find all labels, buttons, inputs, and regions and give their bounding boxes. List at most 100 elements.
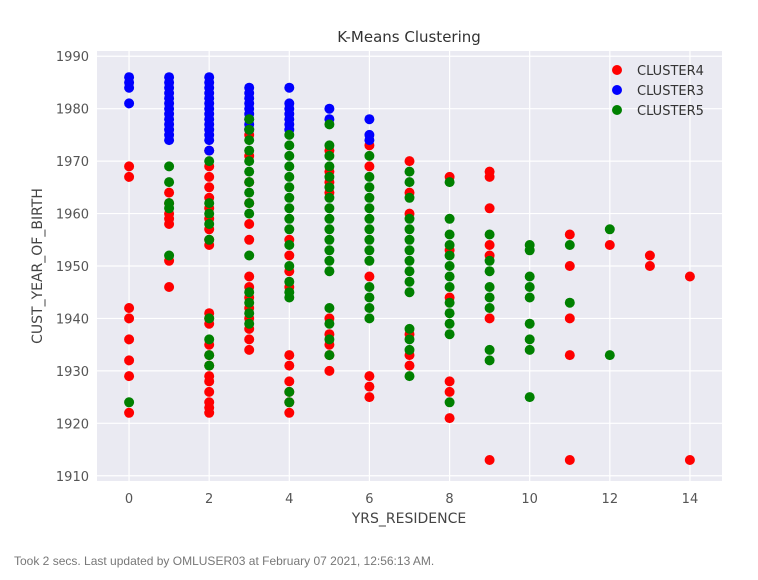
x-tick-label: 14: [682, 492, 699, 507]
point-cluster5: [364, 245, 375, 256]
point-cluster5: [324, 213, 335, 224]
point-cluster5: [244, 318, 255, 329]
point-cluster4: [564, 229, 575, 240]
point-cluster4: [564, 350, 575, 361]
point-cluster5: [364, 203, 375, 214]
point-cluster4: [284, 407, 295, 418]
x-tick-label: 10: [521, 492, 538, 507]
y-tick-label: 1920: [56, 417, 89, 432]
point-cluster5: [524, 334, 535, 345]
point-cluster5: [284, 140, 295, 151]
point-cluster5: [284, 386, 295, 397]
point-cluster5: [244, 287, 255, 298]
point-cluster5: [444, 250, 455, 261]
point-cluster4: [444, 376, 455, 387]
point-cluster4: [244, 344, 255, 355]
y-tick-label: 1930: [56, 365, 89, 380]
chart-title: K-Means Clustering: [337, 28, 481, 46]
point-cluster5: [284, 213, 295, 224]
point-cluster4: [484, 240, 495, 250]
point-cluster5: [364, 255, 375, 266]
point-cluster5: [284, 276, 295, 287]
point-cluster5: [404, 234, 415, 245]
legend-marker-cluster5: [612, 105, 622, 115]
point-cluster5: [404, 287, 415, 298]
point-cluster5: [244, 166, 255, 177]
point-cluster5: [284, 161, 295, 172]
x-tick-label: 2: [205, 492, 213, 507]
point-cluster4: [124, 355, 135, 366]
series-cluster3: [124, 72, 375, 156]
point-cluster5: [484, 255, 495, 266]
point-cluster3: [364, 114, 375, 125]
point-cluster5: [444, 318, 455, 329]
point-cluster5: [164, 161, 175, 172]
point-cluster5: [204, 350, 215, 361]
point-cluster5: [404, 371, 415, 382]
point-cluster4: [644, 261, 655, 271]
point-cluster4: [644, 250, 655, 261]
point-cluster5: [284, 182, 295, 193]
point-cluster3: [204, 135, 215, 146]
point-cluster5: [484, 344, 495, 355]
point-cluster5: [364, 224, 375, 235]
point-cluster5: [324, 318, 335, 329]
point-cluster4: [364, 161, 375, 172]
y-tick-label: 1960: [56, 208, 89, 223]
x-tick-label: 4: [285, 492, 293, 507]
point-cluster5: [444, 297, 455, 308]
point-cluster5: [204, 156, 215, 167]
y-tick-label: 1910: [56, 470, 89, 485]
point-cluster5: [364, 292, 375, 303]
x-tick-label: 6: [365, 492, 373, 507]
point-cluster4: [604, 240, 615, 250]
point-cluster5: [284, 171, 295, 182]
point-cluster4: [484, 203, 495, 214]
point-cluster5: [404, 192, 415, 203]
point-cluster5: [204, 234, 215, 245]
point-cluster5: [524, 292, 535, 303]
point-cluster5: [204, 198, 215, 209]
point-cluster4: [364, 371, 375, 382]
y-tick-label: 1950: [56, 260, 89, 275]
point-cluster5: [324, 119, 335, 130]
point-cluster5: [484, 303, 495, 313]
x-axis-title: YRS_RESIDENCE: [351, 511, 466, 527]
point-cluster4: [564, 455, 575, 465]
point-cluster5: [524, 392, 535, 403]
point-cluster5: [284, 192, 295, 203]
point-cluster4: [204, 171, 215, 182]
point-cluster5: [284, 292, 295, 303]
point-cluster5: [284, 129, 295, 140]
point-cluster4: [244, 271, 255, 282]
point-cluster5: [324, 334, 335, 345]
point-cluster4: [444, 413, 455, 424]
x-tick-label: 0: [125, 492, 133, 507]
point-cluster5: [324, 266, 335, 277]
point-cluster4: [244, 334, 255, 345]
point-cluster5: [324, 234, 335, 245]
point-cluster5: [284, 261, 295, 271]
point-cluster5: [484, 266, 495, 277]
point-cluster5: [364, 234, 375, 245]
y-tick-label: 1940: [56, 312, 89, 327]
legend: CLUSTER4 CLUSTER3 CLUSTER5: [612, 64, 704, 119]
point-cluster5: [444, 229, 455, 240]
y-tick-label: 1980: [56, 103, 89, 118]
point-cluster5: [604, 224, 615, 235]
point-cluster4: [564, 261, 575, 271]
point-cluster5: [564, 240, 575, 250]
point-cluster5: [244, 187, 255, 198]
point-cluster5: [244, 135, 255, 146]
point-cluster5: [164, 177, 175, 188]
point-cluster4: [124, 171, 135, 182]
point-cluster4: [124, 313, 135, 324]
point-cluster5: [524, 344, 535, 355]
point-cluster5: [284, 224, 295, 235]
point-cluster5: [524, 282, 535, 292]
point-cluster5: [404, 166, 415, 177]
point-cluster4: [164, 282, 175, 292]
legend-label-cluster5: CLUSTER5: [637, 104, 704, 119]
point-cluster3: [364, 135, 375, 146]
point-cluster5: [404, 224, 415, 235]
